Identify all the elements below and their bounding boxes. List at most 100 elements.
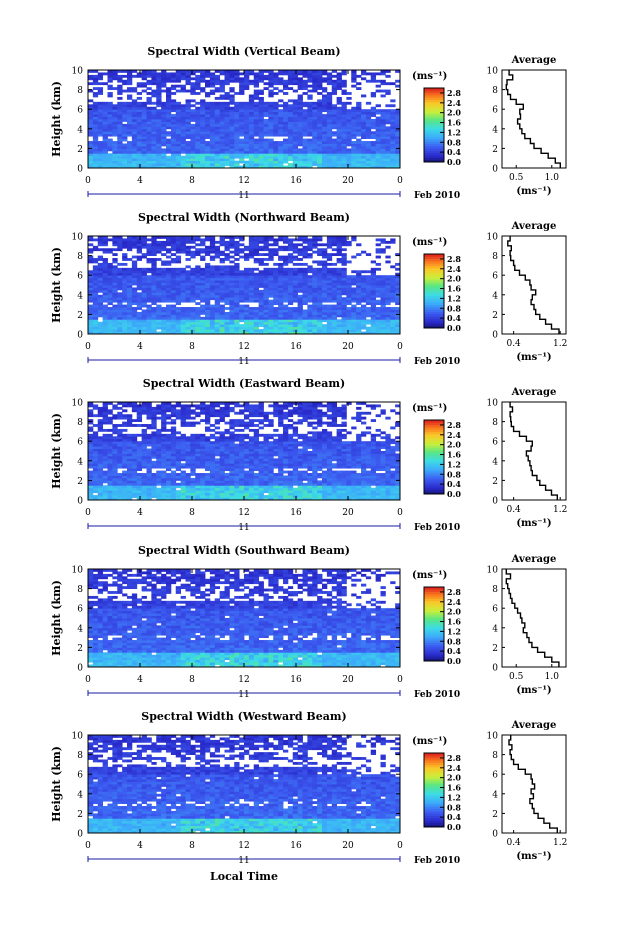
heatmap-cell	[107, 163, 113, 166]
heatmap-cell	[136, 299, 143, 303]
heatmap-cell	[195, 160, 201, 164]
heatmap-cell	[97, 160, 104, 164]
heatmap-cell	[170, 280, 177, 283]
heatmap-cell	[297, 243, 303, 247]
heatmap-cell	[248, 277, 255, 281]
heatmap-cell	[107, 155, 113, 159]
heatmap-cell	[390, 495, 396, 498]
heatmap-cell	[322, 282, 328, 286]
heatmap-cell	[151, 294, 157, 298]
heatmap-cell	[117, 245, 123, 249]
heatmap-cell	[209, 121, 216, 125]
heatmap-cell	[195, 277, 201, 281]
heatmap-cell	[146, 480, 152, 484]
heatmap-cell	[322, 277, 328, 281]
heatmap-cell	[214, 79, 221, 83]
heatmap-cell	[361, 307, 367, 310]
heatmap-cell	[200, 126, 206, 130]
heatmap-cell	[229, 163, 235, 166]
heatmap-cell	[229, 245, 235, 249]
heatmap-cell	[161, 141, 167, 144]
heatmap-cell	[341, 155, 347, 159]
heatmap-cell	[297, 267, 303, 271]
heatmap-cell	[331, 116, 338, 120]
heatmap-cell	[336, 141, 342, 144]
heatmap-cell	[151, 133, 157, 137]
heatmap-cell	[122, 82, 128, 86]
heatmap-cell	[229, 490, 235, 494]
heatmap-cell	[263, 243, 269, 247]
heatmap-cell	[380, 299, 386, 303]
heatmap-cell	[356, 282, 362, 286]
heatmap-cell	[361, 280, 367, 283]
heatmap-cell	[92, 321, 99, 325]
heatmap-cell	[136, 119, 143, 122]
heatmap-cell	[302, 309, 308, 313]
heatmap-cell	[312, 74, 318, 78]
heatmap-cell	[239, 123, 245, 127]
heatmap-cell	[200, 114, 206, 117]
heatmap-cell	[97, 302, 104, 305]
heatmap-cell	[136, 302, 143, 305]
heatmap-cell	[224, 82, 230, 86]
heatmap-cell	[122, 316, 128, 320]
heatmap-cell	[351, 326, 357, 330]
heatmap-cell	[331, 304, 338, 308]
heatmap-cell	[117, 236, 123, 239]
heatmap-cell	[127, 133, 133, 137]
heatmap-cell	[219, 314, 225, 318]
heatmap-cell	[102, 123, 108, 127]
heatmap-cell	[151, 477, 157, 481]
heatmap-cell	[361, 70, 367, 73]
colorbar-segment	[424, 127, 444, 131]
heatmap-cell	[336, 123, 342, 127]
heatmap-cell	[365, 253, 372, 256]
heatmap-cell	[205, 289, 211, 293]
heatmap-cell	[229, 319, 235, 323]
heatmap-cell	[127, 307, 133, 310]
heatmap-cell	[151, 106, 157, 110]
heatmap-cell	[131, 99, 138, 103]
heatmap-cell	[361, 314, 367, 318]
heatmap-cell	[258, 302, 264, 305]
heatmap-cell	[317, 99, 323, 103]
heatmap-cell	[380, 331, 386, 335]
heatmap-cell	[253, 326, 260, 330]
heatmap-cell	[239, 297, 245, 301]
heatmap-cell	[102, 309, 108, 313]
heatmap-cell	[292, 138, 299, 142]
heatmap-cell	[331, 238, 338, 242]
heatmap-cell	[297, 497, 303, 501]
heatmap-cell	[112, 282, 118, 286]
heatmap-cell	[239, 238, 245, 242]
heatmap-cell	[156, 165, 162, 169]
heatmap-cell	[185, 114, 191, 117]
heatmap-cell	[136, 74, 143, 78]
heatmap-cell	[214, 289, 221, 293]
heatmap-cell	[283, 255, 289, 259]
heatmap-cell	[322, 155, 328, 159]
heatmap-cell	[195, 101, 201, 105]
heatmap-cell	[205, 116, 211, 120]
heatmap-cell	[253, 307, 260, 310]
heatmap-cell	[283, 487, 289, 491]
heatmap-cell	[205, 311, 211, 315]
heatmap-cell	[273, 165, 279, 169]
heatmap-cell	[156, 143, 162, 147]
heatmap-cell	[151, 163, 157, 166]
heatmap-cell	[375, 255, 381, 259]
x-tick-label: 4	[137, 342, 143, 352]
heatmap-cell	[292, 248, 299, 252]
heatmap-cell	[268, 289, 274, 293]
heatmap-cell	[185, 155, 191, 159]
heatmap-cell	[302, 116, 308, 120]
heatmap-cell	[380, 158, 386, 162]
heatmap-cell	[166, 250, 172, 254]
heatmap-cell	[200, 255, 206, 259]
heatmap-cell	[365, 314, 372, 318]
heatmap-cell	[346, 92, 352, 95]
heatmap-cell	[268, 92, 274, 95]
heatmap-cell	[205, 270, 211, 274]
heatmap-cell	[385, 282, 391, 286]
heatmap-cell	[263, 495, 269, 498]
